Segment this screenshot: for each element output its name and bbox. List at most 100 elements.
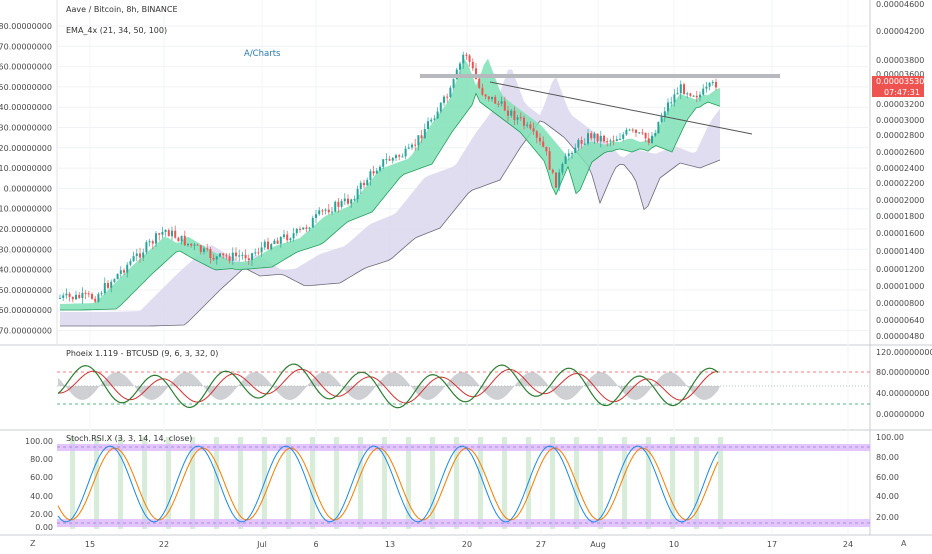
price-tick-label: 0.00003600	[876, 70, 924, 79]
time-tick-label: 24	[843, 540, 853, 549]
candle-body	[327, 209, 330, 213]
stoch-highlight-bar	[550, 437, 555, 529]
stoch-left-tick: 0.00	[35, 523, 53, 532]
time-tick-label: 17	[767, 540, 777, 549]
candle-body	[481, 87, 484, 95]
candle-body	[644, 132, 647, 139]
candle-body	[542, 141, 545, 147]
candle-body	[315, 214, 317, 218]
left-tick-label: 70.00000000	[0, 42, 52, 51]
stoch-highlight-bar	[238, 437, 243, 529]
stoch-highlight-bar	[70, 437, 75, 529]
candle-body	[689, 93, 692, 96]
candle-body	[539, 137, 541, 142]
candle-body	[529, 124, 532, 129]
candle-body	[129, 261, 132, 265]
candle-body	[679, 84, 682, 94]
price-tick-label: 0.00000640	[876, 316, 924, 325]
price-axis: 0.00004600 0.00004200 0.00003800 0.00003600…	[876, 0, 924, 341]
candle-body	[436, 111, 439, 119]
candle-body	[279, 237, 282, 244]
candle-body	[292, 233, 295, 239]
bar-countdown: 07:47:31	[884, 88, 920, 97]
phoeix-axis: 120.00000000 80.00000000 40.00000000 0.0000…	[876, 348, 932, 419]
candle-body	[475, 68, 477, 79]
candle-body	[391, 157, 394, 161]
candle-body	[177, 237, 180, 242]
candle-body	[68, 293, 71, 297]
auto-scale-icon[interactable]: A	[901, 539, 907, 548]
stoch-highlight-bar	[358, 437, 363, 529]
time-tick-label: 10	[669, 540, 679, 549]
candle-body	[532, 128, 535, 132]
phoeix-tick-label: 0.00000000	[876, 410, 924, 419]
time-tick-label: 6	[313, 540, 318, 549]
candle-body	[372, 171, 375, 174]
candle-body	[503, 101, 506, 111]
candle-body	[123, 270, 125, 273]
candle-body	[183, 235, 186, 246]
price-tick-label: 0.00002600	[876, 148, 924, 157]
candle-body	[609, 140, 612, 142]
stoch-highlight-bar	[622, 437, 627, 529]
candle-body	[468, 55, 471, 62]
candle-body	[263, 241, 266, 248]
candle-body	[71, 296, 74, 300]
stoch-highlight-bar	[478, 437, 483, 529]
candle-body	[295, 228, 298, 234]
price-tick-label: 0.00004600	[876, 0, 924, 9]
candle-body	[110, 281, 113, 288]
stoch-highlight-bar	[166, 437, 171, 529]
candle-body	[199, 245, 202, 252]
candle-body	[459, 63, 461, 70]
time-tick-label: 20	[462, 540, 472, 549]
candle-body	[212, 257, 215, 260]
candle-body	[420, 135, 423, 139]
candle-body	[612, 140, 615, 142]
candle-body	[651, 135, 653, 143]
candle-body	[561, 163, 564, 173]
candle-body	[305, 227, 308, 229]
candle-body	[519, 117, 522, 119]
candle-body	[107, 282, 109, 288]
candle-body	[654, 133, 657, 136]
candle-body	[139, 253, 141, 258]
zoom-icon[interactable]: Z	[30, 539, 36, 548]
phoeix-pane	[57, 363, 870, 409]
candle-body	[132, 256, 135, 262]
time-tick-label: 13	[385, 540, 395, 549]
candle-body	[670, 102, 673, 104]
stoch-rsi-pane	[57, 437, 870, 529]
candle-body	[359, 182, 362, 189]
stoch-right-tick: 60.00	[876, 473, 899, 482]
candle-body	[449, 87, 452, 98]
candle-body	[158, 233, 161, 235]
candle-body	[241, 254, 244, 256]
candle-body	[142, 252, 145, 258]
stoch-highlight-bar	[190, 437, 195, 529]
price-tick-label: 0.00001600	[876, 229, 924, 238]
candle-body	[692, 95, 695, 97]
left-tick-label: -30.00000000	[0, 245, 52, 254]
candle-body	[78, 294, 81, 299]
candle-body	[299, 228, 301, 230]
candle-body	[407, 147, 410, 149]
candlesticks	[59, 51, 717, 304]
phoeix-area	[58, 372, 720, 400]
candle-body	[59, 297, 61, 299]
stoch-highlight-bar	[118, 437, 123, 529]
price-tick-label: 0.00002800	[876, 131, 924, 140]
candle-body	[356, 188, 359, 200]
candle-body	[334, 201, 337, 212]
candle-body	[190, 243, 193, 246]
time-tick-label: 22	[159, 540, 169, 549]
candle-body	[523, 117, 525, 126]
candle-body	[97, 294, 100, 302]
time-axis: 15 22 Jul 6 13 20 27 Aug 10 17 24	[85, 540, 853, 549]
candle-body	[276, 240, 279, 244]
candle-body	[126, 264, 129, 273]
trend-line[interactable]	[489, 81, 753, 135]
chart-overlays	[420, 74, 780, 135]
candle-body	[500, 101, 503, 104]
